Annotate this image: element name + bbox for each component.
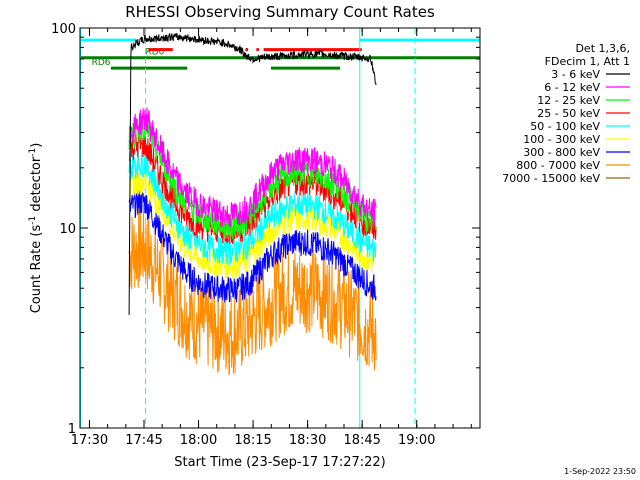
footer-timestamp: 1-Sep-2022 23:50: [564, 467, 636, 476]
legend-header-line: FDecim 1, Att 1: [545, 55, 630, 68]
flag-bar-label: RD6: [92, 58, 111, 68]
series-line: [128, 111, 377, 239]
legend-entry-label: 3 - 6 keV: [551, 68, 600, 81]
legend-entry-label: 800 - 7000 keV: [516, 159, 600, 172]
series-line: [128, 107, 377, 228]
x-axis-label: Start Time (23-Sep-17 17:27:22): [174, 455, 385, 470]
y-axis-label-end: ): [29, 143, 44, 148]
series-line: [128, 132, 377, 244]
legend-entry-label: 50 - 100 keV: [530, 120, 600, 133]
flag-bar-label: RD0: [145, 48, 164, 58]
series-line: [128, 187, 377, 303]
legend-entry-label: 300 - 800 keV: [523, 146, 600, 159]
y-tick-label: 10: [59, 222, 76, 237]
series-line: [128, 32, 377, 315]
y-axis-label-tail: detector: [29, 156, 44, 216]
legend-entry-label: 6 - 12 keV: [544, 81, 600, 94]
x-tick-label: 19:00: [398, 433, 435, 448]
series-group: [128, 32, 377, 376]
y-axis-label-sup2: -1: [28, 148, 38, 157]
legend-entry-label: 12 - 25 keV: [537, 94, 600, 107]
legend-header-line: Det 1,3,6,: [575, 42, 630, 55]
y-axis-label: Count Rate (s-1 detector-1): [28, 143, 44, 314]
series-line: [128, 203, 377, 376]
y-tick-label: 1: [68, 422, 76, 437]
x-tick-label: 17:45: [125, 433, 162, 448]
legend-entry-label: 7000 - 15000 keV: [502, 172, 600, 185]
legend-entry-label: 100 - 300 keV: [523, 133, 600, 146]
axis-ticks: 17:30 17:45 18:00 18:15 18:30 18:45 19:00 1 10 10…: [51, 22, 480, 448]
x-tick-label: 18:15: [234, 433, 271, 448]
chart-title: RHESSI Observing Summary Count Rates: [125, 3, 435, 21]
series-line: [128, 167, 377, 280]
y-axis-label-sup: -1: [28, 216, 38, 225]
x-tick-label: 18:00: [180, 433, 217, 448]
x-tick-label: 18:45: [343, 433, 380, 448]
y-axis-label-main: Count Rate (s: [29, 225, 44, 314]
series-line: [128, 151, 377, 266]
legend-entry-label: 25 - 50 keV: [537, 107, 600, 120]
x-tick-label: 17:30: [71, 433, 108, 448]
x-tick-label: 18:30: [289, 433, 326, 448]
y-tick-label: 100: [51, 22, 76, 37]
